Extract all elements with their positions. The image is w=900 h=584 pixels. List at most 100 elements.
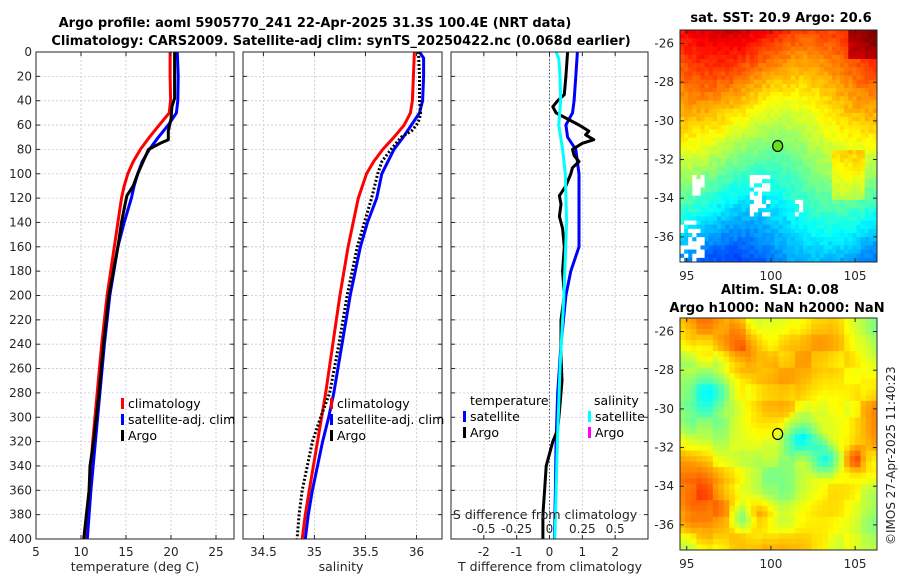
heatmap-cell bbox=[831, 220, 837, 226]
heatmap-cell bbox=[856, 208, 861, 213]
heatmap-cell bbox=[844, 489, 851, 496]
heatmap-cell bbox=[800, 356, 807, 363]
heatmap-cell bbox=[823, 241, 829, 246]
heatmap-cell bbox=[708, 253, 714, 259]
heatmap-cell bbox=[790, 208, 796, 213]
heatmap-cell bbox=[833, 318, 840, 324]
heatmap-cell bbox=[745, 417, 752, 424]
heatmap-cell bbox=[805, 489, 812, 496]
heatmap-cell bbox=[680, 100, 685, 105]
heatmap-cell bbox=[774, 212, 779, 217]
heatmap-cell bbox=[745, 334, 752, 341]
heatmap-cell bbox=[838, 434, 845, 440]
heatmap-cell bbox=[745, 104, 751, 110]
secondary-x-tick-label: 0 bbox=[546, 522, 554, 536]
heatmap-cell bbox=[790, 112, 796, 118]
heatmap-cell bbox=[838, 329, 845, 335]
heatmap-cell bbox=[860, 411, 867, 418]
heatmap-cell bbox=[790, 141, 796, 147]
heatmap-cell bbox=[723, 467, 730, 474]
heatmap-cell bbox=[848, 117, 853, 122]
heatmap-cell bbox=[680, 104, 685, 110]
heatmap-cell bbox=[721, 212, 726, 217]
heatmap-cell bbox=[685, 356, 692, 363]
heatmap-cell bbox=[708, 146, 714, 151]
heatmap-cell bbox=[805, 395, 812, 402]
heatmap-cell bbox=[733, 67, 738, 72]
heatmap-cell bbox=[773, 422, 779, 429]
heatmap-cell bbox=[856, 187, 861, 192]
heatmap-cell bbox=[831, 257, 837, 263]
heatmap-cell bbox=[734, 356, 741, 363]
heatmap-cell bbox=[725, 208, 730, 213]
heatmap-cell bbox=[860, 406, 867, 413]
heatmap-cell bbox=[712, 467, 719, 474]
heatmap-cell bbox=[860, 150, 866, 155]
heatmap-cell bbox=[868, 133, 874, 139]
heatmap-cell bbox=[778, 104, 783, 110]
heatmap-cell bbox=[848, 233, 853, 238]
heatmap-cell bbox=[827, 125, 833, 130]
heatmap-cell bbox=[737, 154, 742, 159]
heatmap-cell bbox=[871, 467, 878, 474]
heatmap-cell bbox=[803, 71, 808, 76]
heatmap-cell bbox=[831, 38, 837, 43]
heatmap-cell bbox=[762, 71, 767, 76]
heatmap-cell bbox=[749, 121, 755, 126]
heatmap-cell bbox=[712, 83, 718, 89]
heatmap-cell bbox=[729, 367, 736, 374]
heatmap-cell bbox=[696, 166, 701, 172]
heatmap-cell bbox=[778, 406, 785, 413]
heatmap-cell bbox=[799, 112, 804, 118]
heatmap-cell bbox=[757, 187, 763, 192]
heatmap-cell bbox=[745, 340, 752, 347]
heatmap-cell bbox=[860, 233, 866, 238]
heatmap-cell bbox=[690, 400, 697, 407]
heatmap-cell bbox=[770, 162, 775, 168]
heatmap-cell bbox=[815, 63, 820, 68]
heatmap-cell bbox=[778, 187, 783, 192]
heatmap-cell bbox=[819, 204, 825, 209]
heatmap-cell bbox=[774, 117, 779, 122]
heatmap-cell bbox=[856, 38, 861, 43]
heatmap-cell bbox=[789, 456, 796, 463]
heatmap-cell bbox=[807, 67, 812, 72]
heatmap-cell bbox=[816, 478, 823, 485]
heatmap-cell bbox=[774, 100, 779, 105]
heatmap-cell bbox=[819, 175, 825, 180]
heatmap-cell bbox=[740, 362, 747, 369]
legend-swatch-argo bbox=[121, 430, 124, 441]
heatmap-cell bbox=[680, 108, 685, 114]
heatmap-cell bbox=[680, 245, 685, 250]
heatmap-cell bbox=[831, 71, 837, 76]
heatmap-cell bbox=[741, 162, 747, 168]
heatmap-cell bbox=[729, 34, 734, 39]
heatmap-cell bbox=[751, 489, 758, 496]
heatmap-cell bbox=[827, 257, 833, 263]
heatmap-cell bbox=[712, 183, 718, 188]
heatmap-cell bbox=[684, 117, 689, 122]
heatmap-cell bbox=[799, 121, 804, 126]
heatmap-cell bbox=[855, 395, 861, 402]
heatmap-cell bbox=[737, 204, 742, 209]
heatmap-cell bbox=[762, 179, 767, 184]
heatmap-cell bbox=[700, 191, 706, 197]
heatmap-cell bbox=[811, 356, 818, 363]
heatmap-cell bbox=[844, 533, 851, 540]
heatmap-cell bbox=[753, 150, 759, 155]
heatmap-cell bbox=[783, 356, 790, 363]
heatmap-cell bbox=[756, 329, 763, 335]
heatmap-cell bbox=[827, 356, 834, 363]
heatmap-cell bbox=[855, 511, 861, 518]
heatmap-cell bbox=[799, 175, 804, 180]
heatmap-cell bbox=[733, 150, 738, 155]
heatmap-cell bbox=[872, 42, 878, 47]
heatmap-cell bbox=[725, 83, 730, 89]
heatmap-cell bbox=[848, 92, 853, 97]
heatmap-cell bbox=[756, 406, 763, 413]
heatmap-cell bbox=[712, 362, 719, 369]
heatmap-cell bbox=[690, 505, 697, 512]
heatmap-cell bbox=[729, 389, 736, 396]
heatmap-cell bbox=[708, 75, 714, 81]
heatmap-cell bbox=[716, 154, 722, 159]
